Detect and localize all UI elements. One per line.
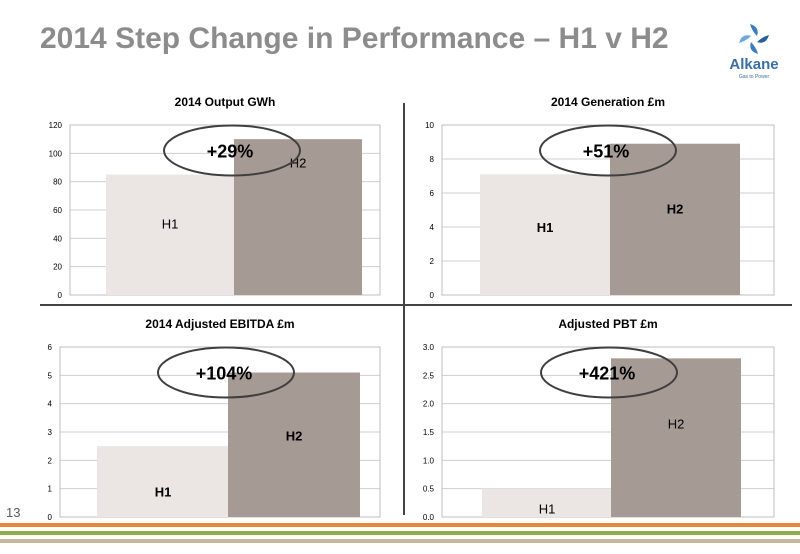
output-gwh-chart: 2014 Output GWh 0 20 40 60 80 100 120 H1 H2 +29% bbox=[40, 90, 400, 300]
change-percentage: +421% bbox=[579, 364, 636, 384]
change-highlight-ellipse bbox=[163, 124, 301, 177]
y-tick-label: 20 bbox=[53, 263, 62, 272]
y-tick-label: 0 bbox=[48, 513, 53, 522]
bar-label-h2: H2 bbox=[668, 417, 685, 432]
footer-stripe-orange bbox=[0, 523, 800, 527]
bar-h1 bbox=[97, 446, 229, 517]
generation-chart: 2014 Generation £m 0 2 4 6 8 10 H1 H2 +51% bbox=[418, 90, 790, 300]
y-tick-label: 0.5 bbox=[423, 485, 435, 494]
bar-h2 bbox=[234, 139, 362, 295]
y-tick-label: 0.0 bbox=[423, 513, 435, 522]
bar-h1 bbox=[482, 488, 612, 517]
y-tick-label: 10 bbox=[425, 121, 434, 130]
y-tick-label: 80 bbox=[53, 178, 62, 187]
footer-stripe-tan bbox=[0, 539, 800, 543]
bar-h2 bbox=[228, 372, 360, 517]
y-tick-label: 2 bbox=[48, 456, 53, 465]
y-tick-label: 1.5 bbox=[423, 428, 435, 437]
y-tick-label: 2.0 bbox=[423, 400, 435, 409]
change-highlight-ellipse bbox=[540, 346, 678, 399]
logo-name: Alkane bbox=[729, 56, 779, 73]
y-tick-label: 0 bbox=[430, 291, 435, 300]
bar-label-h1: H1 bbox=[539, 502, 556, 517]
bar-label-h2: H2 bbox=[667, 201, 684, 216]
bar-label-h1: H1 bbox=[537, 220, 554, 235]
change-percentage: +29% bbox=[207, 142, 254, 162]
bar-label-h1: H1 bbox=[162, 217, 179, 232]
y-tick-label: 0 bbox=[58, 291, 63, 300]
y-tick-label: 6 bbox=[430, 189, 435, 198]
y-tick-label: 1 bbox=[48, 485, 53, 494]
chart-svg: 2014 Adjusted EBITDA £m 0 1 2 3 4 5 6 H1 H2 +104% bbox=[48, 317, 381, 522]
bar-label-h2: H2 bbox=[286, 428, 303, 443]
y-tick-label: 100 bbox=[49, 149, 63, 158]
logo-tagline: Gas to Power bbox=[738, 74, 770, 80]
change-percentage: +104% bbox=[196, 364, 253, 384]
company-logo: Alkane Gas to Power bbox=[724, 22, 784, 84]
bar-h2 bbox=[611, 358, 741, 517]
y-tick-label: 4 bbox=[48, 400, 53, 409]
chart-title: Adjusted PBT £m bbox=[558, 317, 657, 331]
chart-title: 2014 Generation £m bbox=[551, 95, 665, 109]
page-number: 13 bbox=[6, 505, 21, 520]
logo-mark-icon bbox=[739, 24, 769, 54]
y-tick-label: 4 bbox=[430, 223, 435, 232]
quadrant-divider-horizontal bbox=[40, 304, 792, 306]
bar-label-h1: H1 bbox=[155, 485, 172, 500]
chart-svg: 2014 Generation £m 0 2 4 6 8 10 H1 H2 +51% bbox=[425, 95, 775, 300]
quadrant-divider-vertical bbox=[403, 103, 405, 515]
bar-label-h2: H2 bbox=[290, 155, 307, 170]
y-tick-label: 5 bbox=[48, 371, 53, 380]
y-tick-label: 40 bbox=[53, 234, 62, 243]
chart-svg: Adjusted PBT £m 0.0 0.5 1.0 1.5 2.0 2.5 3.0 H1 H2… bbox=[423, 317, 775, 522]
y-tick-label: 60 bbox=[53, 206, 62, 215]
y-tick-label: 8 bbox=[430, 155, 435, 164]
y-tick-label: 2 bbox=[430, 257, 435, 266]
y-tick-label: 120 bbox=[49, 121, 63, 130]
pbt-chart: Adjusted PBT £m 0.0 0.5 1.0 1.5 2.0 2.5 3.0 H1 H2… bbox=[418, 312, 790, 522]
y-tick-label: 6 bbox=[48, 343, 53, 352]
bar-h1 bbox=[106, 174, 234, 295]
y-tick-label: 3.0 bbox=[423, 343, 435, 352]
change-highlight-ellipse bbox=[157, 346, 295, 399]
y-tick-label: 1.0 bbox=[423, 456, 435, 465]
ebitda-chart: 2014 Adjusted EBITDA £m 0 1 2 3 4 5 6 H1 H2 +104% bbox=[40, 312, 400, 522]
chart-title: 2014 Adjusted EBITDA £m bbox=[145, 317, 294, 331]
chart-svg: 2014 Output GWh 0 20 40 60 80 100 120 H1 H2 +29% bbox=[49, 95, 381, 300]
bar-h1 bbox=[480, 174, 610, 295]
slide-title: 2014 Step Change in Performance – H1 v H… bbox=[40, 22, 669, 55]
y-tick-label: 2.5 bbox=[423, 371, 435, 380]
change-percentage: +51% bbox=[583, 142, 630, 162]
chart-title: 2014 Output GWh bbox=[175, 95, 276, 109]
footer-stripe-green bbox=[0, 531, 800, 535]
y-tick-label: 3 bbox=[48, 428, 53, 437]
change-highlight-ellipse bbox=[539, 124, 677, 177]
bar-h2 bbox=[610, 143, 740, 295]
